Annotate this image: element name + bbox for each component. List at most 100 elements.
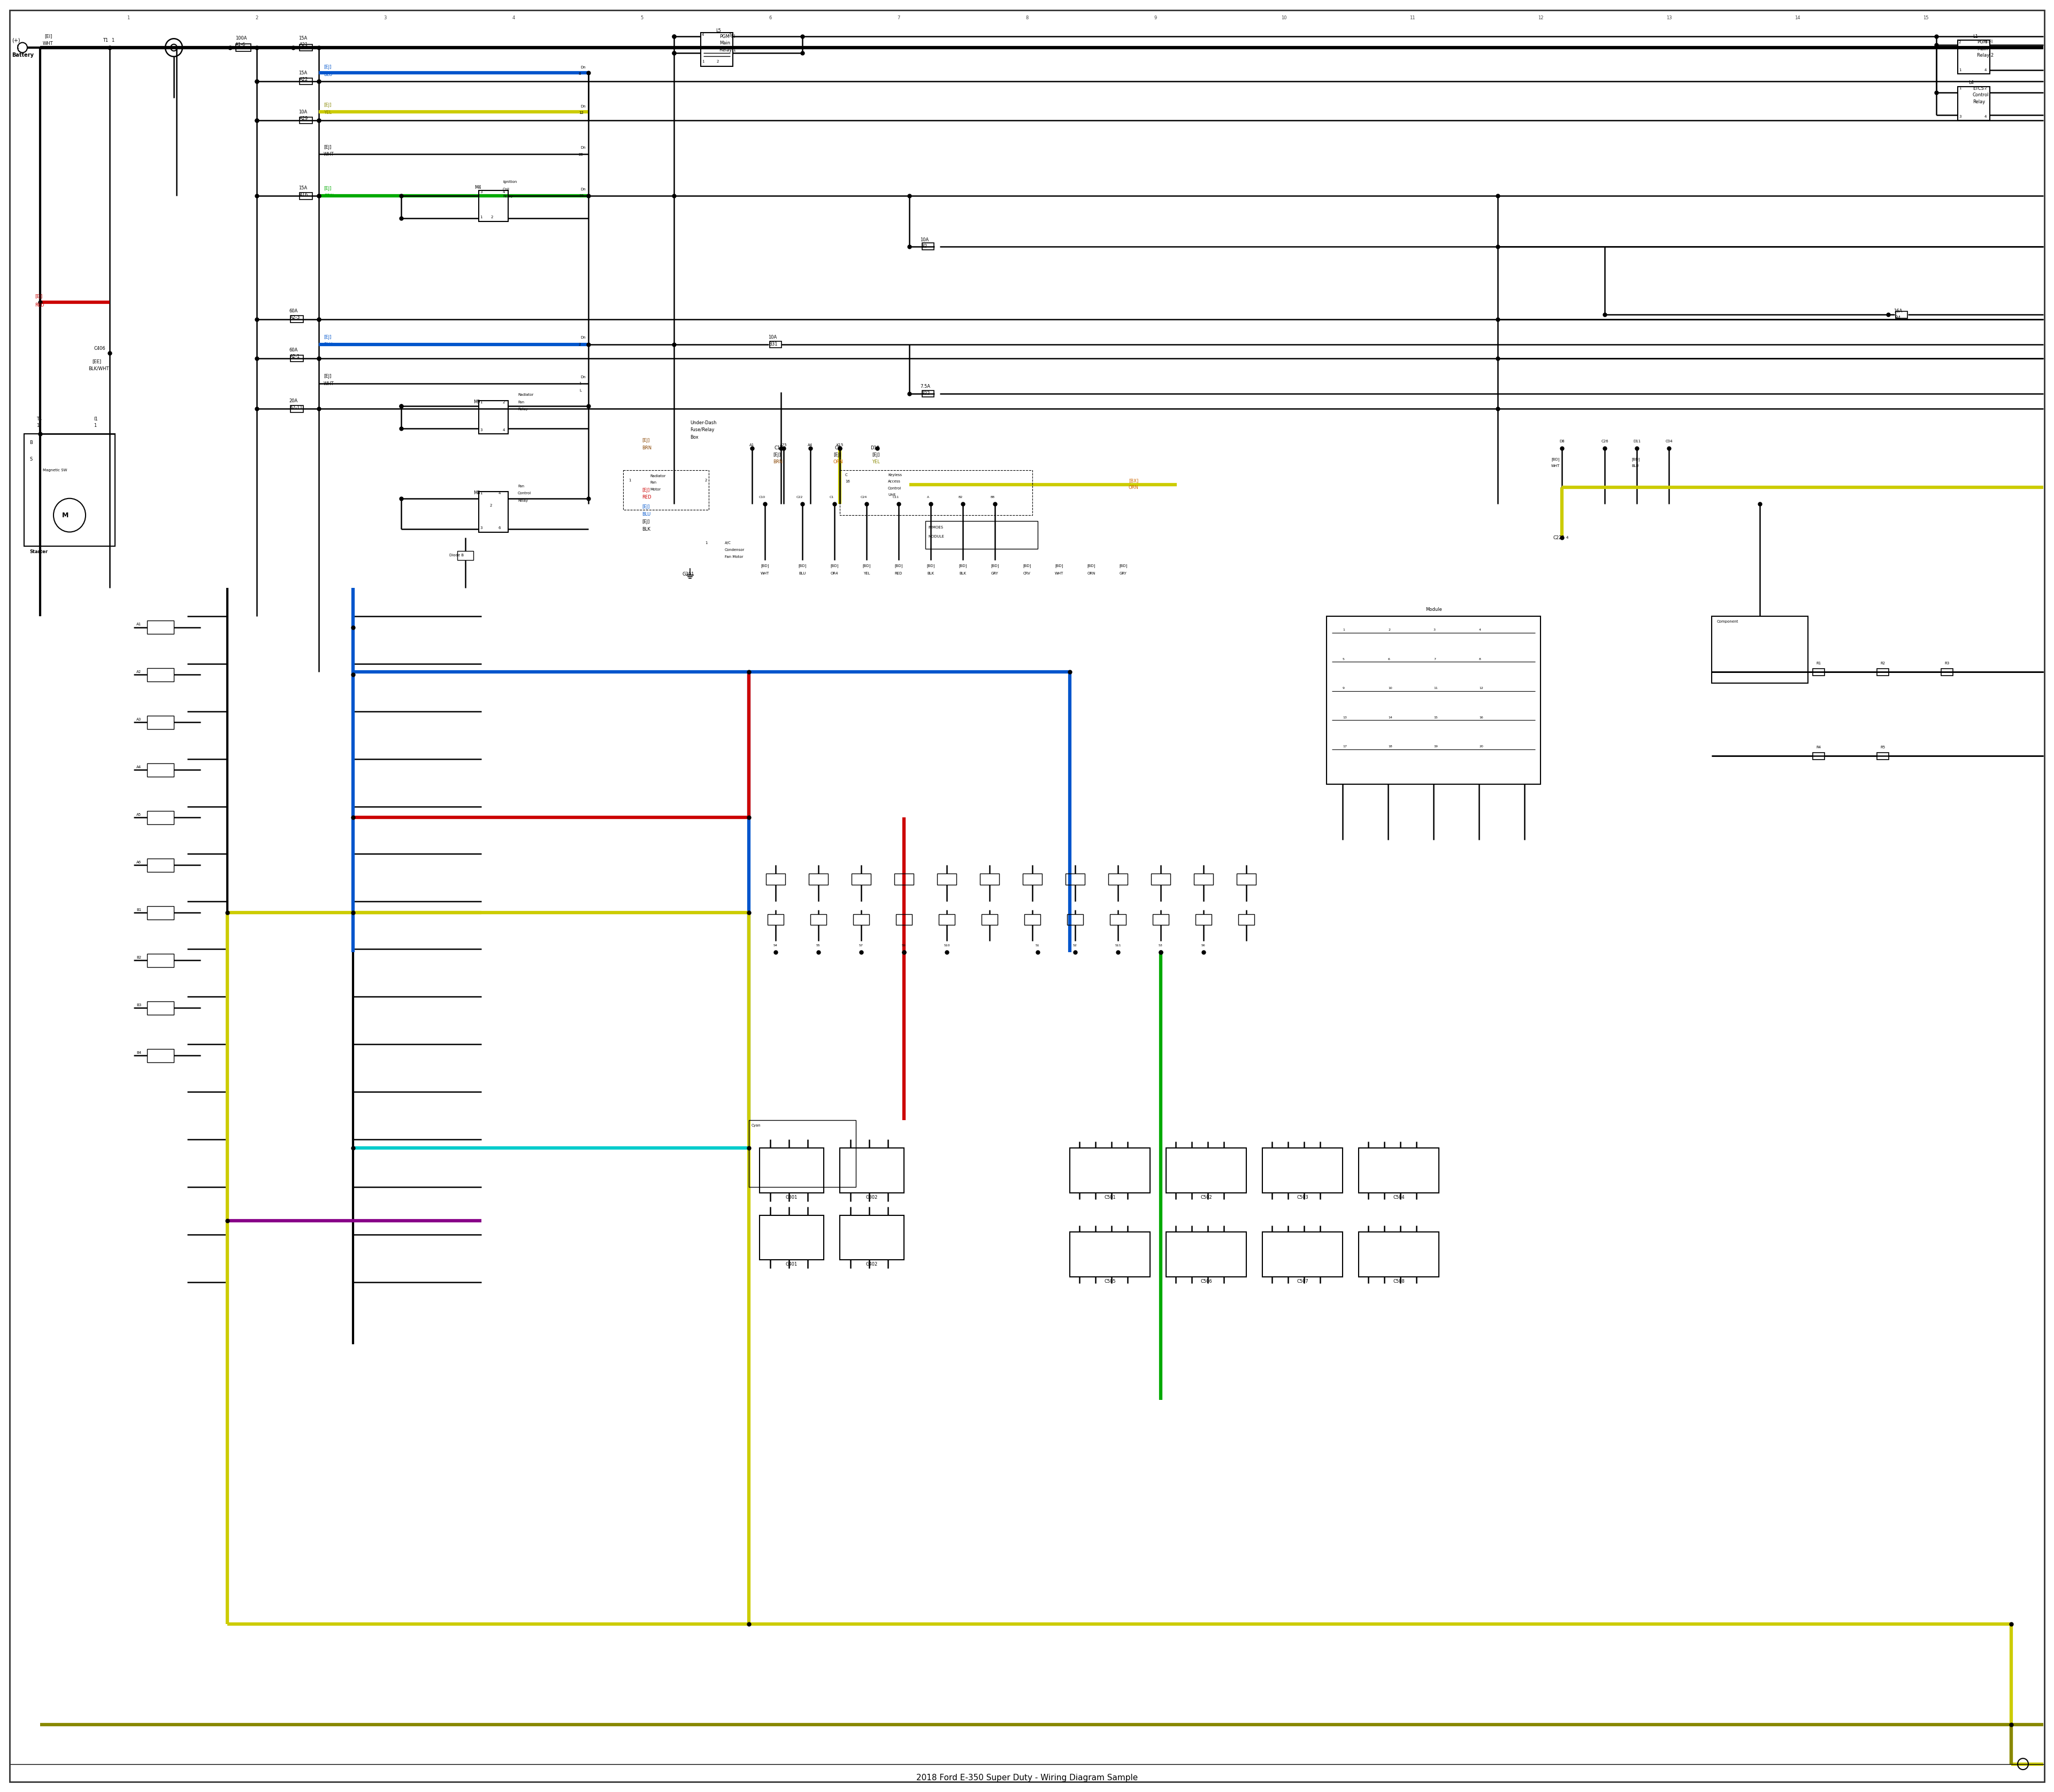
Bar <box>1025 914 1041 925</box>
Text: (+): (+) <box>12 38 21 43</box>
Text: 15A: 15A <box>298 36 308 41</box>
Bar <box>750 1120 857 1186</box>
Text: RED: RED <box>896 572 902 575</box>
Bar <box>1877 668 1890 676</box>
Text: C10: C10 <box>760 496 766 498</box>
Text: 2: 2 <box>717 59 719 63</box>
Text: Relay: Relay <box>1972 100 1984 104</box>
Text: B1: B1 <box>136 909 142 912</box>
Text: [BX]: [BX] <box>1128 478 1138 482</box>
Text: [EJ]: [EJ] <box>641 520 649 525</box>
Text: 1: 1 <box>705 541 707 545</box>
Text: B4: B4 <box>136 1052 142 1054</box>
Text: C505: C505 <box>1105 1279 1115 1283</box>
Text: R3: R3 <box>1945 661 1949 665</box>
Text: BLU: BLU <box>325 72 333 77</box>
Text: 4: 4 <box>1984 115 1986 118</box>
Text: A1-6: A1-6 <box>236 43 246 47</box>
Text: [BD]: [BD] <box>799 564 807 568</box>
Bar <box>1941 668 1953 676</box>
Text: A5: A5 <box>136 814 142 817</box>
Bar <box>479 491 507 532</box>
Text: 1: 1 <box>16 45 18 50</box>
Text: Main: Main <box>719 41 731 45</box>
Text: C1: C1 <box>830 496 834 498</box>
Text: 16A: 16A <box>1894 308 1902 314</box>
Text: Unit: Unit <box>887 493 896 496</box>
Text: G302: G302 <box>867 1195 877 1199</box>
Text: Fan: Fan <box>518 484 524 487</box>
Text: [EJ]: [EJ] <box>641 487 649 493</box>
Text: Dn: Dn <box>581 337 585 339</box>
Bar <box>1814 753 1824 760</box>
Text: 7.5A: 7.5A <box>920 383 930 389</box>
Text: T4: T4 <box>37 416 41 421</box>
Bar <box>700 32 733 66</box>
Text: Control: Control <box>1972 93 1988 97</box>
Text: [BD]: [BD] <box>959 564 967 568</box>
Bar <box>1239 914 1255 925</box>
Text: B22: B22 <box>920 391 930 396</box>
Text: D8: D8 <box>1559 439 1565 443</box>
Text: Relay: Relay <box>518 498 528 502</box>
Bar <box>1167 1149 1247 1193</box>
Text: 2: 2 <box>1984 86 1986 90</box>
Text: [EJ]: [EJ] <box>325 335 331 339</box>
Bar <box>622 470 709 509</box>
Text: 2: 2 <box>1960 41 1962 43</box>
Bar <box>1109 914 1126 925</box>
Text: [EJ]: [EJ] <box>871 452 879 457</box>
Text: A2: A2 <box>136 670 142 674</box>
Text: 1: 1 <box>1960 86 1962 90</box>
Bar <box>236 43 251 52</box>
Text: WHT: WHT <box>325 382 335 385</box>
Bar <box>1023 874 1041 885</box>
Text: Motor: Motor <box>649 487 661 491</box>
Text: WHT: WHT <box>1054 572 1064 575</box>
Bar <box>768 914 785 925</box>
Text: BRN: BRN <box>641 446 651 450</box>
Bar <box>840 1215 904 1260</box>
Bar <box>1195 914 1212 925</box>
Text: MODULE: MODULE <box>928 534 945 538</box>
Text: 19: 19 <box>579 194 583 197</box>
Text: [EE]: [EE] <box>92 358 101 364</box>
Text: [BD]: [BD] <box>830 564 838 568</box>
Bar <box>148 858 175 873</box>
Text: [BD]: [BD] <box>1551 457 1559 461</box>
Text: [EJ]: [EJ] <box>772 452 781 457</box>
Bar <box>852 914 869 925</box>
Text: C04: C04 <box>1666 439 1672 443</box>
Bar <box>1358 1233 1440 1276</box>
Text: S6: S6 <box>1202 944 1206 946</box>
Text: Fan: Fan <box>649 480 657 484</box>
Bar <box>980 874 998 885</box>
Text: WHT: WHT <box>43 41 53 47</box>
Text: Fan Motor: Fan Motor <box>725 556 744 559</box>
Text: 13: 13 <box>1343 717 1347 719</box>
Text: [EJ]: [EJ] <box>35 294 43 299</box>
Bar <box>1193 874 1214 885</box>
Text: 3: 3 <box>729 32 731 36</box>
Text: [BD]: [BD] <box>926 564 935 568</box>
Text: 2: 2 <box>1389 629 1391 631</box>
Text: OR4: OR4 <box>830 572 838 575</box>
Text: 11: 11 <box>1409 16 1415 20</box>
Text: Dn: Dn <box>581 147 585 149</box>
Bar <box>766 874 785 885</box>
Bar <box>926 521 1037 548</box>
Text: R4: R4 <box>1816 745 1822 749</box>
Text: Ignition: Ignition <box>503 181 518 183</box>
Text: S: S <box>29 457 33 462</box>
Text: 17: 17 <box>1343 745 1347 747</box>
Bar <box>300 45 312 50</box>
Text: 3: 3 <box>481 428 483 432</box>
Text: 20A: 20A <box>290 398 298 403</box>
Bar <box>148 1002 175 1014</box>
Text: Fuse/Relay: Fuse/Relay <box>690 428 715 432</box>
Text: M: M <box>62 513 68 518</box>
Text: 5: 5 <box>1343 658 1345 661</box>
Text: C9: C9 <box>834 446 840 450</box>
Text: S9: S9 <box>902 944 906 946</box>
Text: 1: 1 <box>702 59 705 63</box>
